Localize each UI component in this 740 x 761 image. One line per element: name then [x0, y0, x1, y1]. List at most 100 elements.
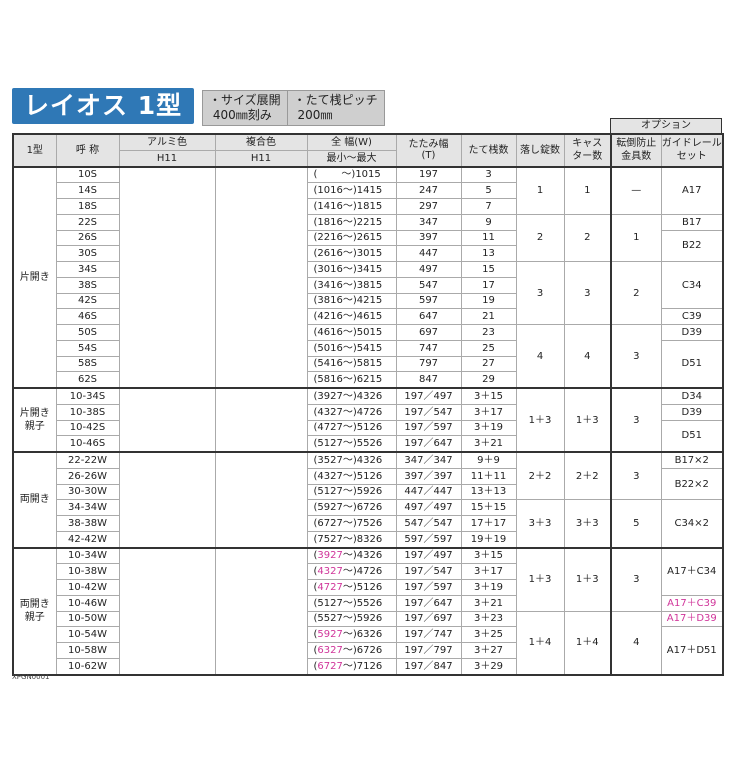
width-max: 3015 [356, 248, 383, 260]
tatami-width: 747 [395, 339, 462, 357]
table-row: 46S (4216〜)4615 647 21 C39 [13, 308, 724, 325]
width-range: (4727〜)5126 [306, 579, 397, 596]
model-name: 58S [55, 355, 120, 373]
tentou-count: 3 [610, 546, 662, 612]
width-min: 3816 [317, 295, 343, 307]
width-min: 3416 [317, 279, 343, 291]
width-range: (4216〜)4615 [306, 308, 397, 325]
tatesan-count: 13 [460, 245, 517, 262]
width-range: (5127〜)5526 [306, 435, 397, 453]
tatami-width: 547／547 [395, 515, 462, 532]
width-min: 3527 [317, 454, 343, 466]
model-name: 22S [55, 213, 120, 231]
width-range: (4327〜)4726 [306, 403, 397, 421]
tatami-width: 447 [395, 245, 462, 262]
width-min: 6327 [317, 644, 343, 656]
lock-count: 2＋2 [515, 451, 565, 501]
footnote: XPGN0001 [12, 673, 50, 681]
width-range: (1816〜)2215 [306, 213, 397, 231]
tatesan-count: 3＋19 [460, 419, 517, 437]
width-max: 6726 [356, 502, 383, 514]
lock-count: 1＋3 [515, 546, 565, 612]
lock-count: 3 [515, 261, 565, 325]
width-range: (7527〜)8326 [306, 530, 397, 549]
guide-rail-set: A17＋C34 [660, 546, 724, 596]
guide-rail-set: D51 [660, 339, 724, 389]
tatesan-count: 27 [460, 355, 517, 373]
width-max: 5926 [356, 613, 383, 625]
fukugo-color-cell [214, 387, 308, 453]
width-max: 6326 [356, 629, 383, 641]
width-max: 4726 [356, 406, 383, 418]
caster-count: 1＋3 [563, 387, 612, 453]
tentou-count: 3 [610, 387, 662, 453]
model-name: 54S [55, 339, 120, 357]
width-range: (4327〜)4726 [306, 563, 397, 580]
tatami-width: 647 [395, 308, 462, 325]
tatesan-count: 11＋11 [460, 467, 517, 485]
width-max: 1015 [355, 169, 381, 181]
guide-rail-set: B22×2 [660, 467, 724, 501]
width-max: 4615 [356, 311, 383, 323]
model-name: 10-46S [55, 435, 120, 453]
table-row: 14S (1016〜)1415 247 5 [13, 182, 723, 199]
header-type: 1型 [12, 133, 57, 167]
tatami-width: 197／647 [395, 594, 462, 612]
width-max: 1815 [356, 200, 383, 212]
tatesan-count: 15 [460, 261, 517, 278]
tatami-width: 197／497 [395, 546, 462, 565]
width-range: (3016〜)3415 [306, 261, 397, 278]
header-width-sub: 最小〜最大 [306, 149, 397, 168]
tatesan-count: 3＋21 [460, 594, 517, 612]
tatesan-count: 11 [460, 229, 517, 247]
width-max: 5526 [356, 597, 383, 609]
width-range: (5127〜)5926 [306, 483, 397, 501]
table-row: 10-54W (5927〜)6326 197／747 3＋25 A17＋D51 [13, 626, 724, 675]
table-row: 34S (3016〜)3415 497 15 3 3 2 C34 [13, 260, 724, 325]
width-min: 5527 [317, 613, 343, 625]
tatami-width: 397／397 [395, 467, 462, 485]
tatami-width: 347／347 [395, 450, 462, 469]
width-range: (2616〜)3015 [306, 245, 397, 262]
width-range: (4327〜)5126 [306, 467, 397, 485]
size-notes: ・サイズ展開 400㎜刻み ・たて桟ピッチ 200㎜ [202, 90, 385, 126]
width-min: 4727 [317, 581, 343, 593]
tatami-width: 397 [395, 229, 462, 247]
guide-rail-set: A17＋D51 [660, 626, 724, 675]
alumi-color-cell [118, 165, 216, 389]
group-label: 片開き 親子 [12, 387, 57, 453]
header-guide: ガイドレール セット [660, 133, 724, 167]
alumi-color-cell [118, 546, 216, 675]
fukugo-color-cell [214, 451, 308, 548]
guide-rail-set: D39 [660, 403, 724, 421]
width-range: (5816〜)6215 [306, 371, 397, 389]
tatesan-count: 3＋19 [460, 579, 517, 596]
guide-rail-set: C34 [660, 260, 724, 310]
width-max: 4726 [356, 566, 383, 578]
table-row: 10-42S (4727〜)5126 197／597 3＋19 D51 [13, 419, 724, 453]
width-max: 5126 [356, 422, 383, 434]
tatesan-count: 19 [460, 292, 517, 310]
caster-count: 1 [563, 165, 612, 215]
tatesan-count: 7 [460, 198, 517, 215]
pitch-note: ・たて桟ピッチ 200㎜ [293, 93, 378, 122]
tentou-count: 4 [610, 610, 662, 675]
table-row: 42-42W (7527〜)8326 597／597 19＋19 [13, 530, 723, 549]
table-row: 10-46W (5127〜)5526 197／647 3＋21 A17＋C39 [13, 594, 724, 612]
width-max: 5126 [356, 470, 383, 482]
tentou-count: 3 [610, 324, 662, 389]
caster-count: 2 [563, 213, 612, 263]
tatesan-count: 29 [460, 371, 517, 389]
model-name: 10-38S [55, 403, 120, 421]
width-min: 1416 [317, 200, 343, 212]
tatesan-count: 17＋17 [460, 515, 517, 532]
width-min: 5127 [317, 597, 343, 609]
width-max: 5126 [356, 581, 383, 593]
model-name: 30-30W [55, 483, 120, 501]
tatesan-count: 3＋23 [460, 610, 517, 628]
header-alumi-sub: H11 [118, 149, 216, 168]
option-header: オプション [610, 118, 722, 133]
tatami-width: 847 [395, 371, 462, 389]
fukugo-color-cell [214, 546, 308, 675]
width-range: (4616〜)5015 [306, 324, 397, 341]
